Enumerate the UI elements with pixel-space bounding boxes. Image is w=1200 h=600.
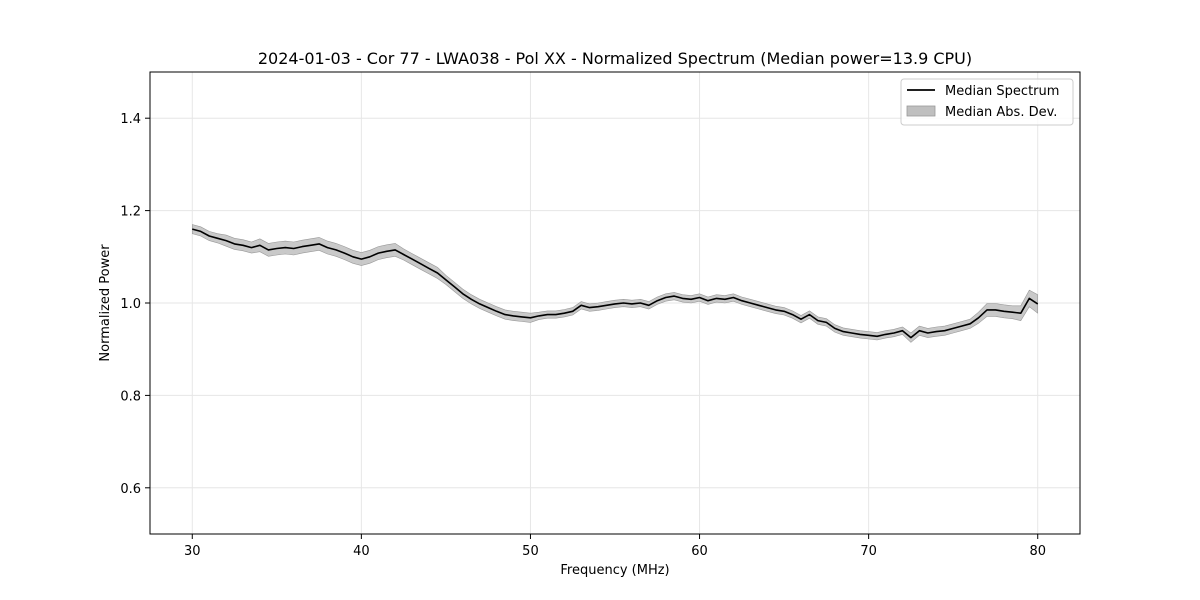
x-axis-label: Frequency (MHz): [560, 563, 669, 578]
median-line-group: [192, 228, 1039, 339]
x-tick-label: 40: [353, 544, 370, 559]
x-axis-ticks: 30 40 50 60 70 80: [184, 534, 1046, 559]
x-tick-label: 70: [860, 544, 877, 559]
legend-box: [900, 78, 1074, 126]
x-tick-label: 60: [691, 544, 708, 559]
legend-label-median-abs-dev: Median Abs. Dev.: [945, 105, 1057, 120]
y-tick-label: 1.4: [120, 112, 141, 127]
y-tick-label: 1.0: [120, 297, 141, 312]
x-tick-label: 30: [184, 544, 201, 559]
median-spectrum-line: [192, 228, 1039, 339]
legend: Median Spectrum Median Abs. Dev.: [900, 78, 1074, 126]
y-tick-label: 0.6: [120, 482, 141, 497]
y-tick-label: 0.8: [120, 389, 141, 404]
chart-title: 2024-01-03 - Cor 77 - LWA038 - Pol XX - …: [258, 49, 972, 68]
y-axis-ticks: 0.6 0.8 1.0 1.2 1.4: [120, 112, 150, 497]
y-tick-label: 1.2: [120, 205, 141, 220]
legend-swatch-median-abs-dev: [906, 105, 936, 117]
x-tick-label: 80: [1029, 544, 1046, 559]
x-tick-label: 50: [522, 544, 539, 559]
legend-label-median-spectrum: Median Spectrum: [945, 84, 1059, 99]
y-axis-label: Normalized Power: [98, 244, 113, 362]
